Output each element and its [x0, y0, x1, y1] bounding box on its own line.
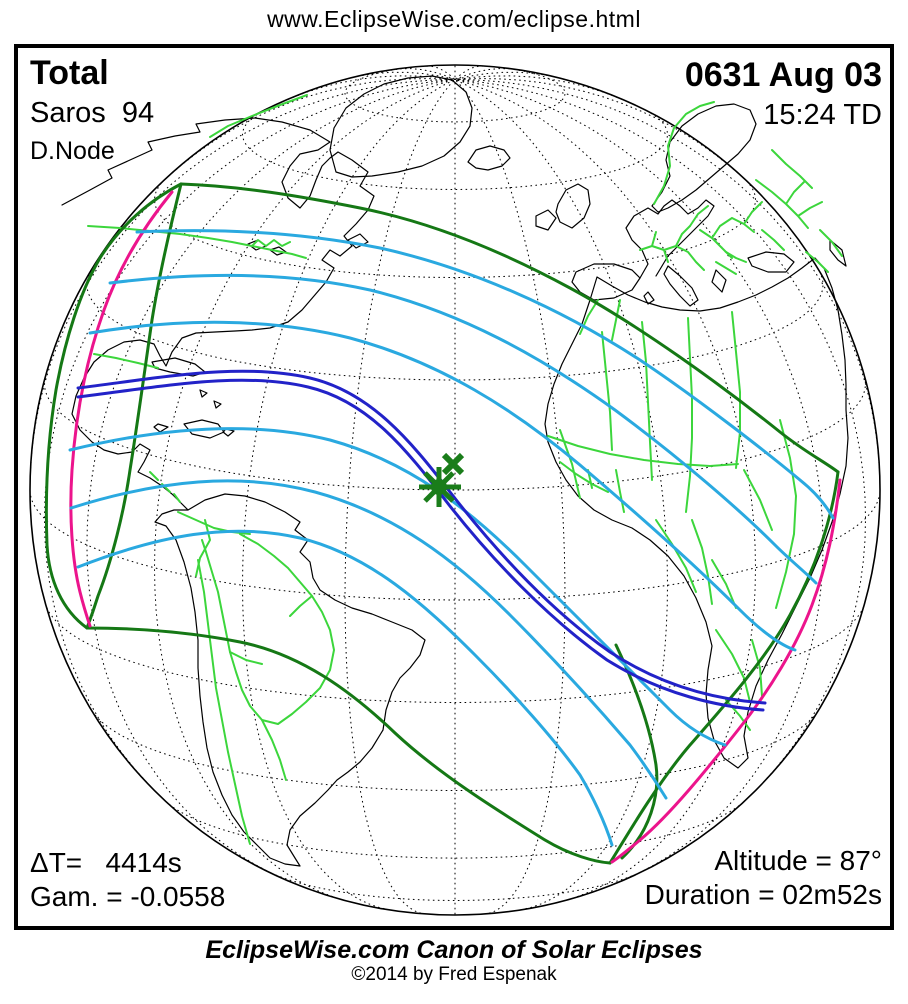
penumbral-limit-curves	[44, 182, 840, 865]
sunrise-loop-outer-curve	[44, 182, 183, 630]
eclipse-curves	[44, 182, 842, 865]
copyright-line: ©2014 by Fred Espenak	[351, 964, 557, 985]
eclipse-type-label: Total	[30, 54, 109, 92]
sunset-loop-outer-curve	[608, 470, 840, 865]
graticule	[30, 65, 880, 915]
plate-frame	[14, 44, 894, 930]
central-path-north-edge	[76, 369, 767, 705]
globe-limb	[29, 64, 881, 916]
obscuration-contour-north-2	[108, 273, 818, 585]
sunset-loop-inner-curve	[614, 643, 659, 860]
event-markers	[419, 452, 465, 507]
asterisk-icon	[419, 467, 461, 507]
sunrise-loop-inner-curve	[85, 182, 183, 630]
obscuration-contour-south-2	[69, 479, 668, 800]
central-path-curves	[76, 369, 767, 712]
delta-t-label: ΔT= 4414s	[30, 847, 182, 878]
altitude-label: Altitude = 87°	[714, 845, 882, 876]
obscuration-contour-south-1	[68, 427, 727, 747]
obscuration-contour-south-3	[76, 529, 614, 847]
sunset-maximum-curve	[610, 478, 842, 864]
canon-title: EclipseWise.com Canon of Solar Eclipses	[205, 936, 703, 964]
site-url-caption: www.EclipseWise.com/eclipse.html	[267, 6, 641, 32]
obscuration-contours	[68, 229, 835, 847]
date-label: 0631 Aug 03	[684, 56, 882, 94]
node-label: D.Node	[30, 137, 115, 165]
obscuration-contour-north-1	[135, 229, 835, 520]
obscuration-contour-north-3	[88, 320, 797, 652]
south-limit-curve	[85, 626, 612, 865]
central-path-south-edge	[76, 378, 765, 712]
gamma-label: Gam. = -0.0558	[30, 881, 226, 912]
saros-label: Saros 94	[30, 97, 155, 129]
x-icon	[441, 452, 465, 476]
time-label: 15:24 TD	[763, 99, 882, 131]
north-limit-curve	[179, 182, 840, 474]
duration-label: Duration = 02m52s	[644, 879, 882, 910]
